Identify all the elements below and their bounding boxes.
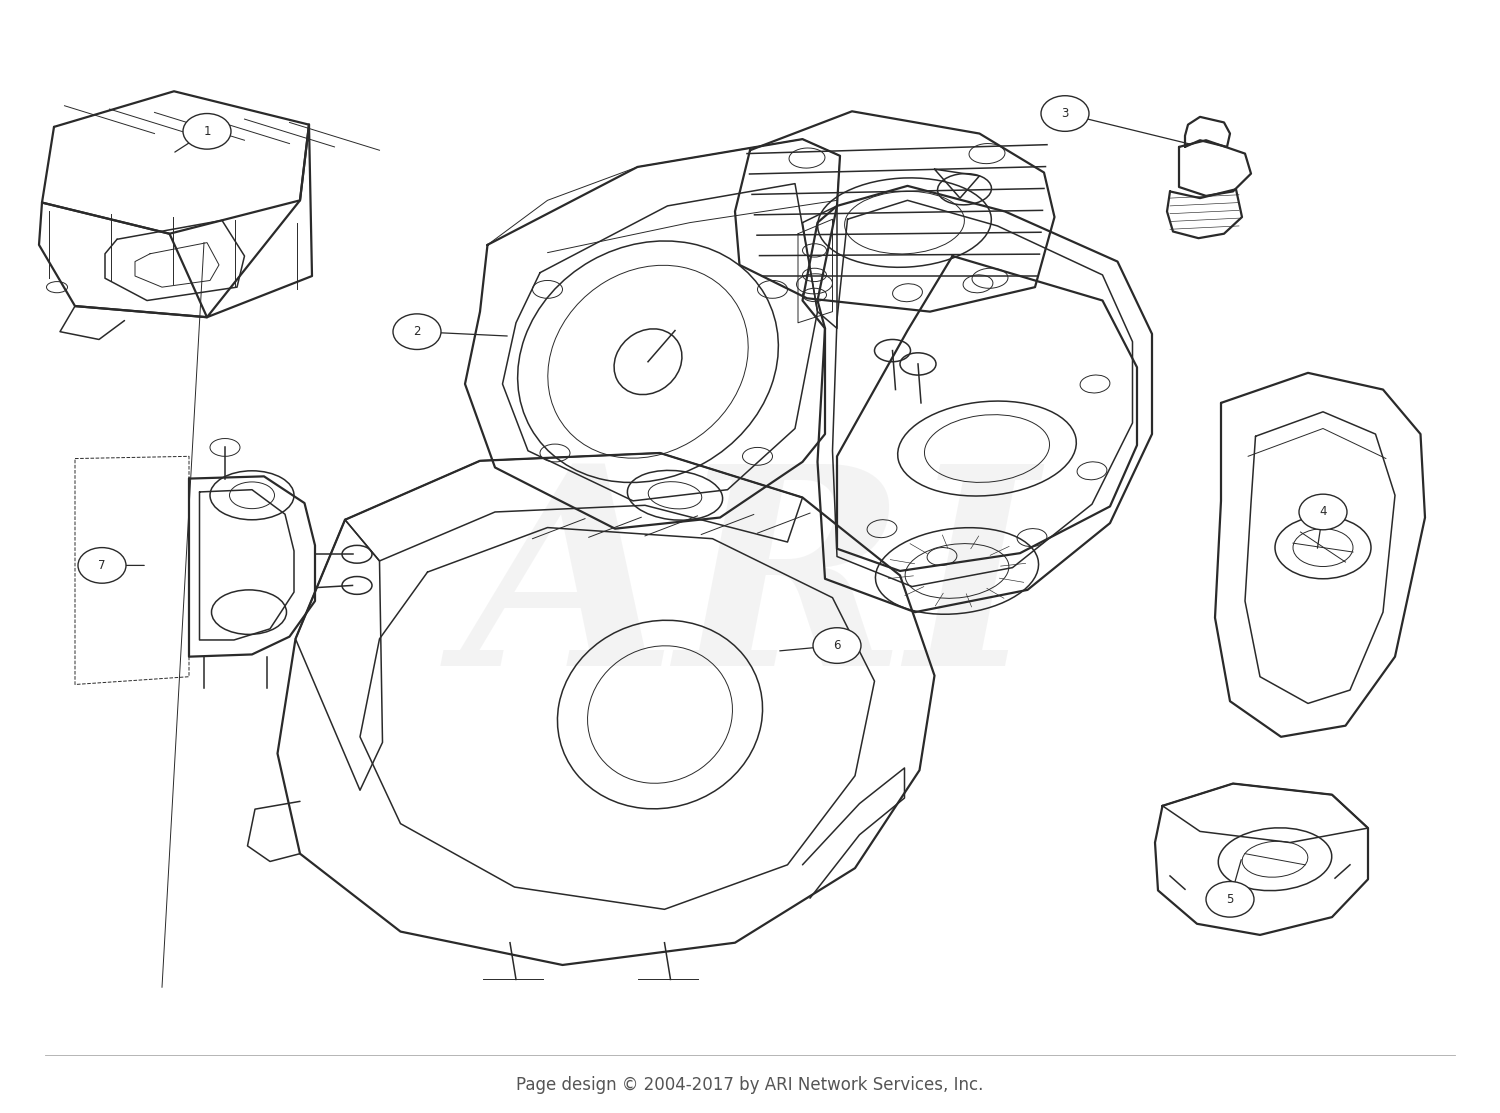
Text: 3: 3 (1062, 107, 1068, 120)
Circle shape (393, 314, 441, 349)
Text: 7: 7 (99, 559, 105, 572)
Circle shape (1041, 96, 1089, 131)
Circle shape (813, 628, 861, 663)
Circle shape (1299, 494, 1347, 530)
Text: 5: 5 (1227, 893, 1233, 906)
Text: 6: 6 (834, 639, 842, 652)
Text: 4: 4 (1320, 505, 1326, 519)
Text: Page design © 2004-2017 by ARI Network Services, Inc.: Page design © 2004-2017 by ARI Network S… (516, 1076, 984, 1094)
Circle shape (78, 548, 126, 583)
Text: 2: 2 (414, 325, 420, 338)
Circle shape (183, 114, 231, 149)
Text: ARI: ARI (462, 455, 1038, 725)
Circle shape (1206, 881, 1254, 917)
Text: 1: 1 (204, 125, 210, 138)
